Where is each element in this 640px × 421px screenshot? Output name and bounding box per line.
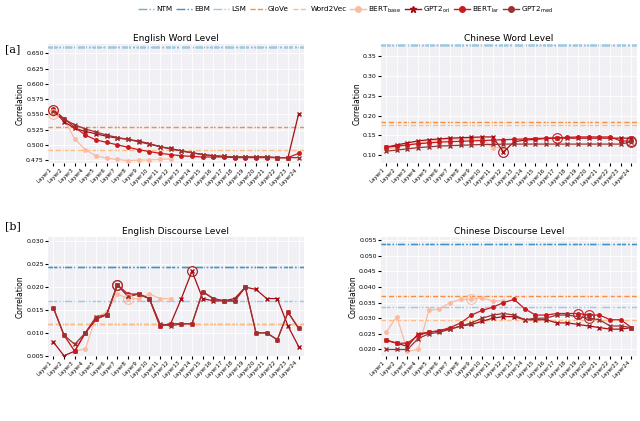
Title: English Discourse Level: English Discourse Level xyxy=(122,227,230,236)
Y-axis label: Correlation: Correlation xyxy=(16,275,25,317)
Y-axis label: Correlation: Correlation xyxy=(16,83,25,125)
Title: Chinese Word Level: Chinese Word Level xyxy=(464,35,554,43)
Legend: NTM, EBM, LSM, GloVe, Word2Vec, BERT$_\mathrm{base}$, GPT2$_\mathrm{ori}$, BERT$: NTM, EBM, LSM, GloVe, Word2Vec, BERT$_\m… xyxy=(135,2,556,18)
Y-axis label: Correlation: Correlation xyxy=(353,83,362,125)
Title: English Word Level: English Word Level xyxy=(133,35,219,43)
Text: [b]: [b] xyxy=(5,221,21,231)
Y-axis label: Correlation: Correlation xyxy=(349,275,358,317)
Text: [a]: [a] xyxy=(5,44,20,54)
Title: Chinese Discourse Level: Chinese Discourse Level xyxy=(454,227,564,236)
